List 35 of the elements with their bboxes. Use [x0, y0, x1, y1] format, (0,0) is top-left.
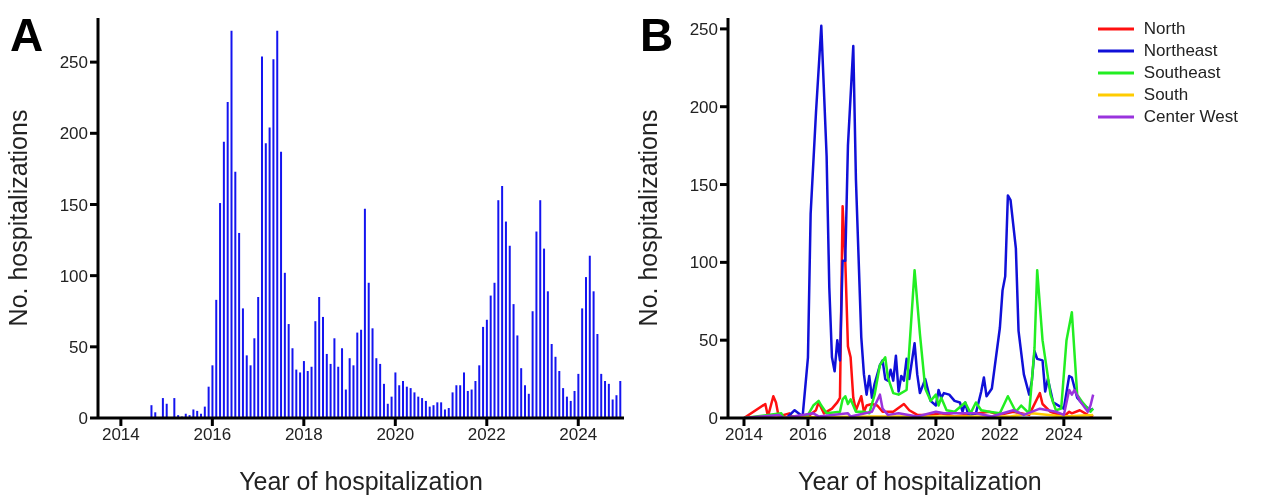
x-axis-title: Year of hospitalization [798, 467, 1042, 495]
y-tick-label: 200 [59, 124, 88, 144]
y-tick-label: 250 [689, 19, 718, 39]
x-axis-title: Year of hospitalization [239, 467, 483, 495]
x-tick-label: 2018 [284, 425, 323, 445]
x-tick-label: 2020 [376, 425, 415, 445]
y-tick-label: 0 [78, 409, 88, 429]
y-tick-label: 100 [59, 266, 88, 286]
y-tick-label: 150 [689, 175, 718, 195]
y-tick-label: 200 [689, 97, 718, 117]
x-tick-label: 2020 [916, 425, 955, 445]
legend-label: Northeast [1143, 40, 1218, 62]
y-tick-label: 150 [59, 195, 88, 215]
y-tick-label: 0 [708, 409, 718, 429]
chart-title: B [640, 8, 674, 62]
x-tick-label: 2014 [725, 425, 763, 445]
y-tick-label: 50 [699, 331, 718, 351]
x-tick-label: 2024 [559, 425, 598, 445]
x-tick-label: 2022 [980, 425, 1019, 445]
y-tick-label: 100 [689, 253, 718, 273]
y-tick-label: 50 [69, 337, 88, 357]
y-tick-label: 250 [59, 53, 88, 73]
legend-label: Southeast [1143, 62, 1221, 84]
x-tick-label: 2016 [193, 425, 232, 445]
x-tick-label: 2024 [1044, 425, 1083, 445]
legend-label: Center West [1143, 106, 1238, 128]
x-tick-label: 2018 [853, 425, 891, 445]
x-tick-label: 2016 [789, 425, 827, 445]
legend-label: South [1143, 84, 1189, 106]
chart-title: A [10, 8, 44, 62]
x-tick-label: 2022 [467, 425, 506, 445]
y-axis-title: No. hospitalizations [3, 109, 32, 327]
x-tick-label: 2014 [101, 425, 140, 445]
y-axis-title: No. hospitalizations [633, 109, 662, 327]
legend-label: North [1143, 18, 1186, 40]
